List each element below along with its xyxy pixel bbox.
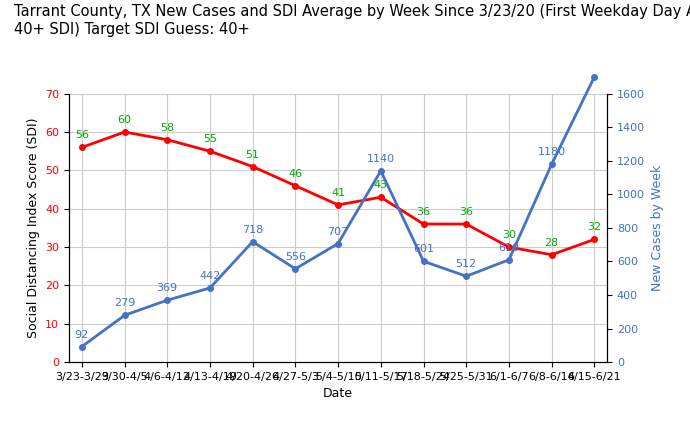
Text: 60: 60 xyxy=(117,115,132,125)
Text: Tarrant County, TX New Cases and SDI Average by Week Since 3/23/20 (First Weekda: Tarrant County, TX New Cases and SDI Ave… xyxy=(14,4,690,37)
Text: 41: 41 xyxy=(331,188,345,198)
Text: 1180: 1180 xyxy=(538,147,566,157)
Text: 36: 36 xyxy=(417,207,431,217)
Text: 610: 610 xyxy=(498,243,520,253)
Text: 28: 28 xyxy=(544,238,559,248)
Text: 51: 51 xyxy=(246,150,259,160)
Text: 1140: 1140 xyxy=(367,154,395,164)
Text: 601: 601 xyxy=(413,245,434,254)
Text: 442: 442 xyxy=(199,271,221,281)
Y-axis label: Social Distancing Index Score (SDI): Social Distancing Index Score (SDI) xyxy=(27,118,39,338)
Text: 512: 512 xyxy=(455,259,477,269)
Text: 55: 55 xyxy=(203,134,217,144)
Text: 36: 36 xyxy=(460,207,473,217)
Text: 718: 718 xyxy=(242,225,264,235)
Text: 43: 43 xyxy=(374,180,388,190)
Text: 30: 30 xyxy=(502,230,516,240)
Text: 1700: 1700 xyxy=(0,425,1,426)
Text: 369: 369 xyxy=(157,283,178,293)
Text: 279: 279 xyxy=(114,298,135,308)
Text: 707: 707 xyxy=(328,227,348,236)
Text: 32: 32 xyxy=(587,222,602,233)
Text: 56: 56 xyxy=(75,130,89,141)
X-axis label: Date: Date xyxy=(323,387,353,400)
Text: 92: 92 xyxy=(75,330,89,340)
Text: 58: 58 xyxy=(160,123,175,133)
Text: 556: 556 xyxy=(285,252,306,262)
Y-axis label: New Cases by Week: New Cases by Week xyxy=(651,165,664,291)
Text: 46: 46 xyxy=(288,169,302,179)
